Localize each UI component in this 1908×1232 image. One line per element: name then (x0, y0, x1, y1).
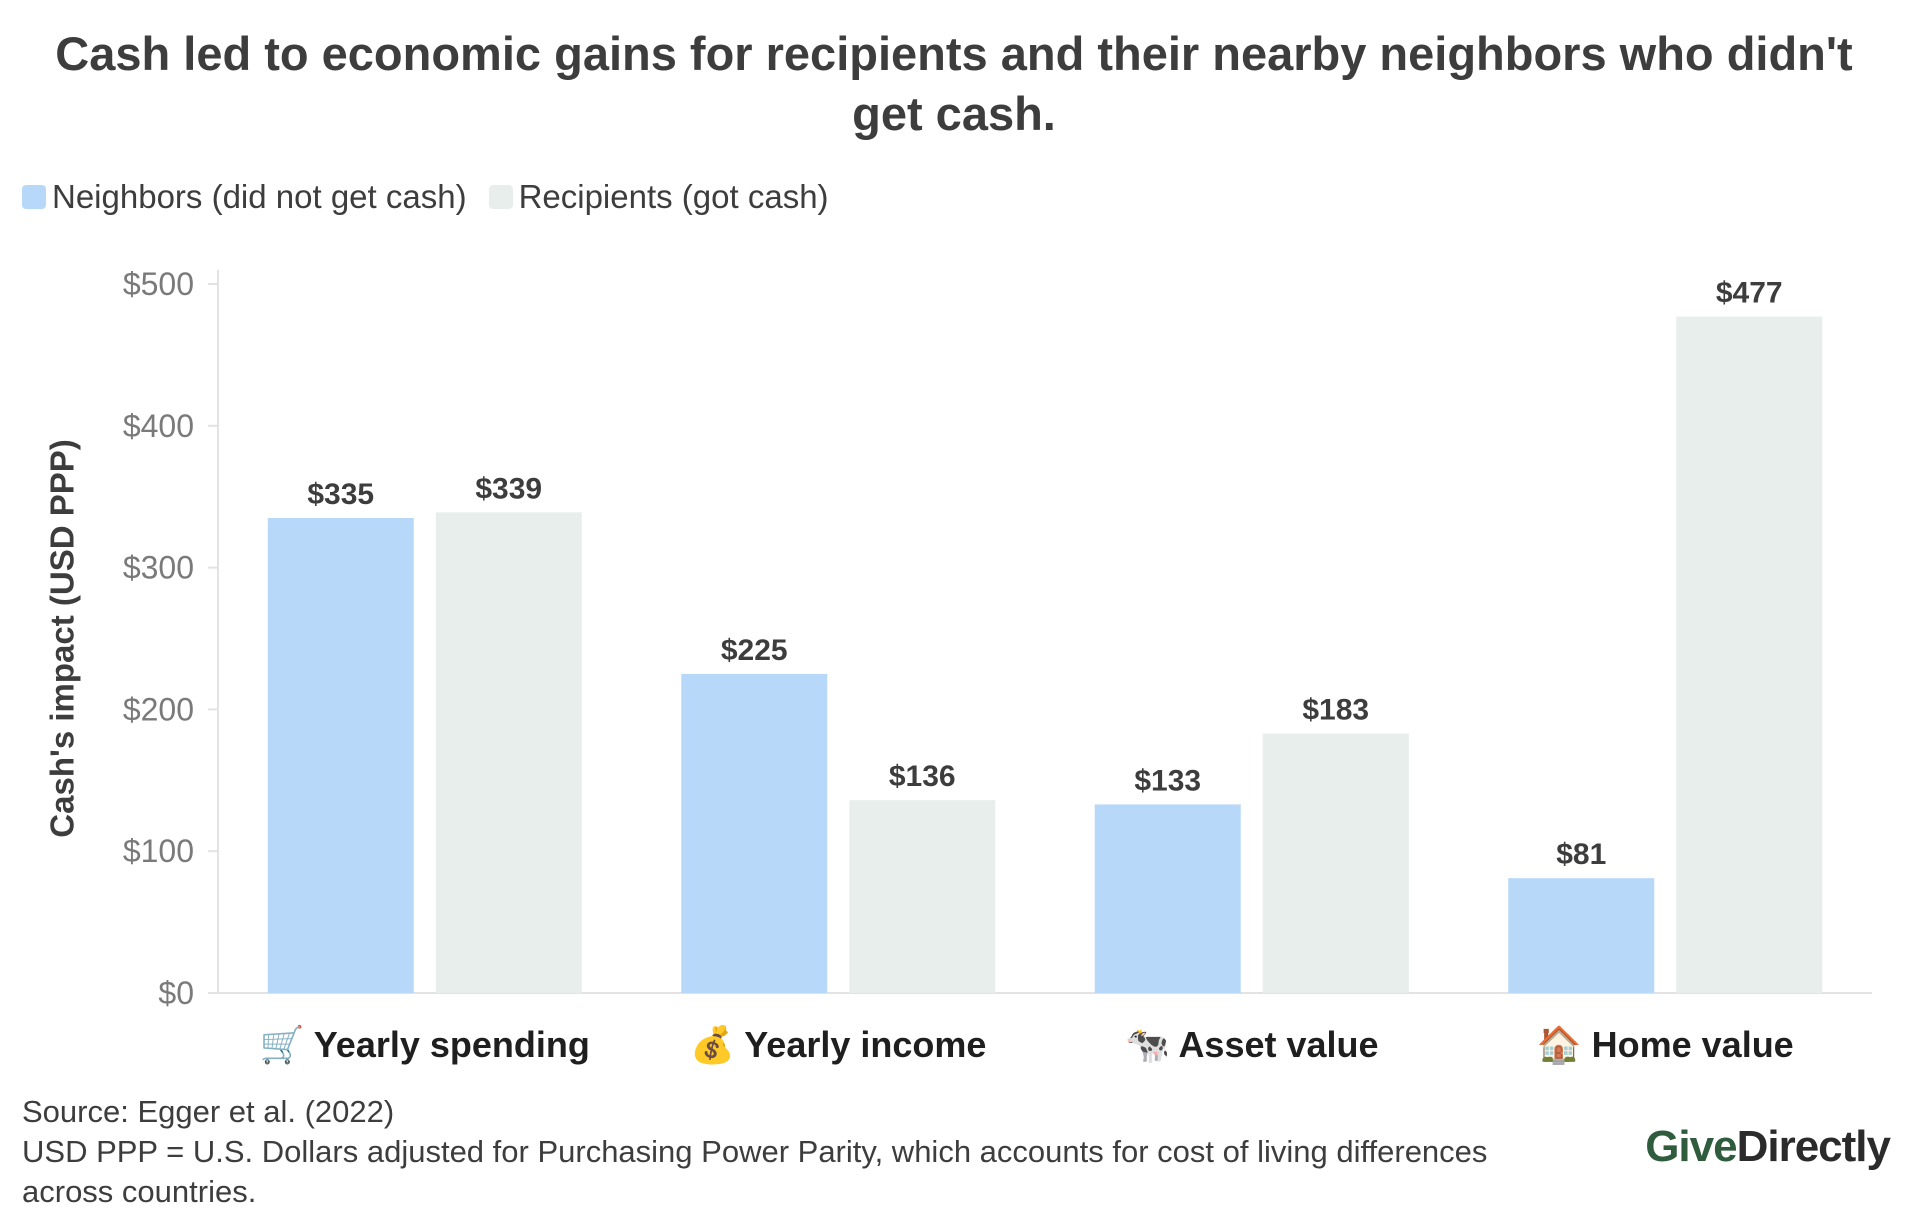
bar (435, 512, 582, 993)
footer: Source: Egger et al. (2022) USD PPP = U.… (22, 1092, 1582, 1212)
bar-value-label: $183 (1302, 694, 1369, 727)
bar-value-label: $225 (721, 634, 788, 667)
bar-value-label: $81 (1556, 838, 1606, 871)
y-tick-label: $0 (158, 975, 194, 1011)
legend-item-neighbors: Neighbors (did not get cash) (22, 178, 467, 216)
y-tick-label: $200 (123, 691, 194, 727)
source-note: Source: Egger et al. (2022) (22, 1094, 395, 1129)
bar-value-label: $477 (1716, 277, 1783, 310)
category-label: Home value (1592, 1024, 1794, 1065)
y-tick-label: $400 (123, 408, 194, 444)
y-tick-label: $100 (123, 833, 194, 869)
x-tick-label: 🛒 Yearly spending (260, 1024, 590, 1065)
bar (1508, 878, 1655, 993)
x-tick-label: 🐄 Asset value (1125, 1024, 1379, 1065)
x-tick-label: 🏠 Home value (1537, 1024, 1794, 1065)
y-axis-title: Cash's impact (USD PPP) (44, 439, 81, 837)
legend-item-recipients: Recipients (got cash) (488, 178, 829, 216)
category-icon: 🛒 (260, 1024, 314, 1065)
legend-swatch-recipients (488, 185, 513, 209)
bar-value-label: $335 (307, 478, 374, 511)
bar (267, 517, 414, 993)
x-tick-label: 💰 Yearly income (690, 1024, 986, 1066)
logo-text-directly: Directly (1736, 1122, 1891, 1171)
y-tick-label: $300 (123, 550, 194, 586)
legend: Neighbors (did not get cash) Recipients … (22, 178, 851, 216)
bar (681, 673, 828, 993)
bar (1094, 804, 1241, 993)
legend-label-neighbors: Neighbors (did not get cash) (52, 178, 467, 215)
legend-label-recipients: Recipients (got cash) (518, 178, 829, 215)
givedirectly-logo: GiveDirectly (1645, 1122, 1891, 1172)
category-icon: 🏠 (1537, 1024, 1592, 1065)
y-tick-label: $500 (123, 266, 194, 302)
bar-value-label: $133 (1134, 764, 1201, 797)
bar (1262, 733, 1409, 993)
category-icon: 💰 (690, 1024, 744, 1066)
ppp-note: USD PPP = U.S. Dollars adjusted for Purc… (22, 1134, 1488, 1209)
category-label: Asset value (1178, 1024, 1378, 1065)
category-label: Yearly income (744, 1024, 986, 1065)
chart-title: Cash led to economic gains for recipient… (55, 27, 1853, 140)
bar-chart: $0 $100 $200 $300 $400 $500 Cash's impact (USD… (44, 266, 1872, 1066)
bar-value-label: $339 (475, 472, 542, 505)
category-icon: 🐄 (1125, 1024, 1179, 1065)
category-label: Yearly spending (314, 1024, 590, 1065)
logo-text-give: Give (1645, 1122, 1737, 1171)
bar (849, 800, 996, 993)
bar (1676, 316, 1823, 993)
bar-value-label: $136 (889, 760, 956, 793)
legend-swatch-neighbors (22, 185, 46, 209)
